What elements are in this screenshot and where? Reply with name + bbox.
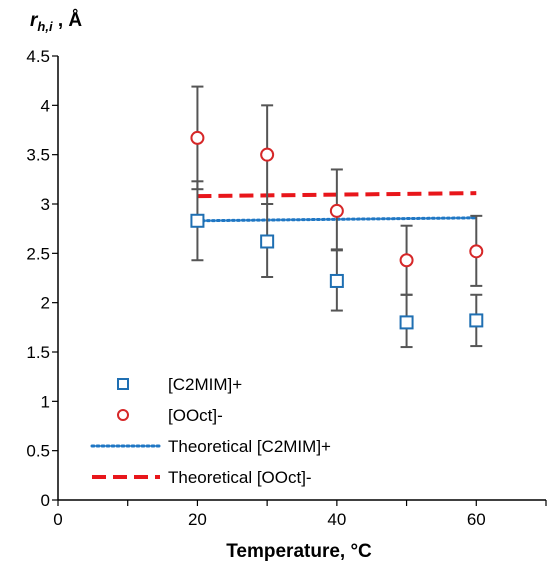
y-tick-label: 2 (41, 294, 50, 313)
c2mim-point (190, 213, 205, 228)
y-tick-label: 0.5 (26, 442, 50, 461)
y-axis-label-subscript: h,i (37, 18, 53, 34)
legend-label: Theoretical [C2MIM]+ (168, 437, 331, 456)
y-axis-label-unit: , Å (57, 10, 83, 31)
legend-label: [OOct]- (168, 406, 223, 425)
legend-marker-square (117, 378, 129, 390)
y-axis-label: rh,i , Å (30, 10, 82, 34)
ooct-point (399, 253, 414, 268)
ooct-point (469, 244, 484, 259)
x-tick-label: 20 (188, 510, 207, 529)
legend-marker-circle (117, 409, 129, 421)
y-tick-label: 4.5 (26, 47, 50, 66)
c2mim-point (399, 315, 414, 330)
ooct-point (260, 147, 275, 162)
c2mim-point (469, 313, 484, 328)
legend-label: [C2MIM]+ (168, 375, 242, 394)
y-tick-label: 4 (41, 96, 50, 115)
y-tick-label: 3 (41, 195, 50, 214)
ooct-point (190, 130, 205, 145)
y-axis-label-symbol: r (30, 10, 38, 31)
y-tick-label: 1 (41, 392, 50, 411)
ooct-point (329, 203, 344, 218)
c2mim-point (260, 234, 275, 249)
c2mim-point (329, 273, 344, 288)
x-axis-label: Temperature, °C (226, 541, 372, 562)
x-tick-label: 60 (467, 510, 486, 529)
y-tick-label: 0 (41, 491, 50, 510)
y-tick-label: 3.5 (26, 146, 50, 165)
y-tick-label: 1.5 (26, 343, 50, 362)
x-tick-label: 0 (53, 510, 62, 529)
y-tick-label: 2.5 (26, 244, 50, 263)
legend-label: Theoretical [OOct]- (168, 468, 312, 487)
x-tick-label: 40 (327, 510, 346, 529)
